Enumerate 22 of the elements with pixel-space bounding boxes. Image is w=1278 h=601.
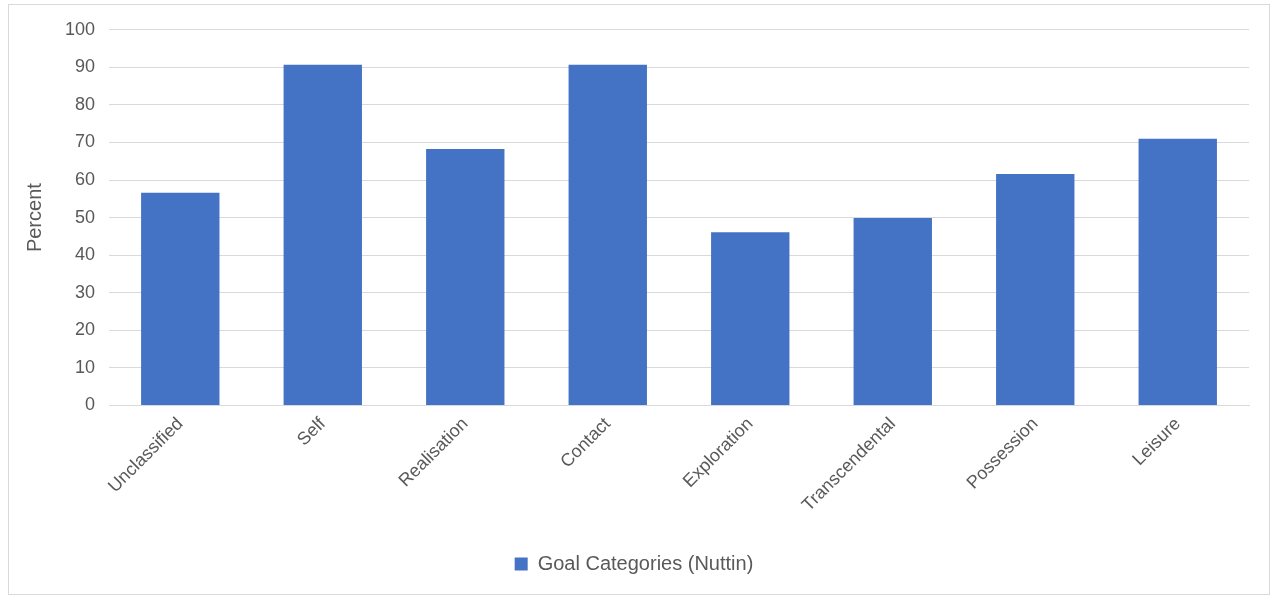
bar bbox=[711, 232, 790, 405]
y-tick-label: 20 bbox=[75, 319, 96, 340]
y-tick-label: 40 bbox=[75, 244, 96, 265]
bar bbox=[568, 64, 647, 405]
x-tick-label: Self bbox=[293, 412, 330, 450]
bar bbox=[141, 192, 220, 405]
bar bbox=[426, 148, 505, 405]
bar bbox=[996, 174, 1075, 405]
y-tick-label: 0 bbox=[85, 394, 96, 415]
bar bbox=[283, 64, 362, 405]
bar bbox=[1138, 138, 1217, 405]
y-tick-label: 100 bbox=[64, 18, 96, 39]
y-tick-label: 30 bbox=[75, 281, 96, 302]
legend-label: Goal Categories (Nuttin) bbox=[537, 551, 754, 574]
y-tick-label: 70 bbox=[75, 131, 96, 152]
y-tick-label: 10 bbox=[75, 356, 96, 377]
y-axis-title: Percent bbox=[22, 182, 45, 253]
y-tick-label: 80 bbox=[75, 93, 96, 114]
y-tick-label: 50 bbox=[75, 206, 96, 227]
y-tick-label: 60 bbox=[75, 169, 96, 190]
y-tick-label: 90 bbox=[75, 56, 96, 77]
bar bbox=[853, 218, 932, 405]
